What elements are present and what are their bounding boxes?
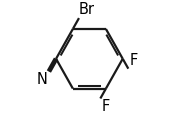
Text: F: F bbox=[101, 99, 110, 114]
Text: Br: Br bbox=[78, 2, 94, 17]
Text: N: N bbox=[37, 72, 48, 87]
Text: F: F bbox=[129, 53, 138, 68]
